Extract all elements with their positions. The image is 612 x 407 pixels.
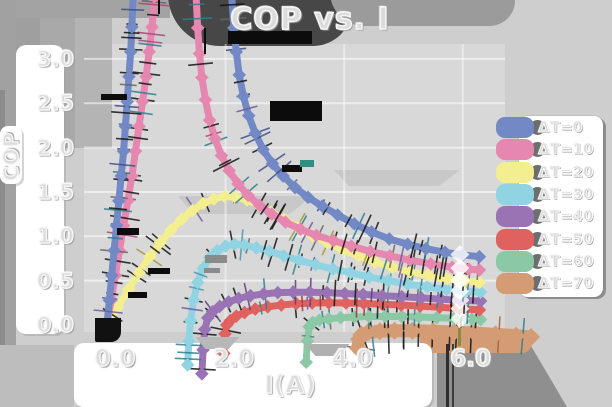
- glitch-artifact: [330, 0, 515, 26]
- legend-swatch: [496, 228, 534, 250]
- legend-entry: ΔT=60: [496, 250, 612, 273]
- legend-swatch: [496, 161, 534, 183]
- glitch-artifact: [204, 28, 206, 54]
- diamond-markers: [348, 321, 540, 358]
- glitch-artifact: [101, 94, 127, 100]
- legend-entry: ΔT=30: [496, 183, 612, 206]
- legend-swatch: [496, 273, 534, 295]
- chart-title: COP vs. I: [230, 1, 390, 37]
- glitch-artifact: [128, 292, 147, 298]
- x-tick-label: 2.0: [213, 345, 255, 372]
- glitch-artifact: [458, 328, 461, 346]
- glitch-artifact: [0, 0, 170, 18]
- series-ΔT=0: [93, 0, 487, 331]
- legend-label: ΔT=10: [537, 140, 594, 159]
- glitch-artifact: [205, 255, 227, 263]
- glitch-artifact: [446, 344, 449, 407]
- y-tick-label: 1.5: [36, 179, 75, 204]
- y-axis-title-pill: [0, 126, 22, 184]
- legend-label: ΔT=30: [537, 184, 594, 203]
- glitch-artifact: [334, 170, 460, 186]
- striations: [93, 0, 443, 323]
- glitch-artifact: [300, 160, 314, 167]
- legend-swatch: [496, 206, 534, 228]
- legend-swatch: [496, 250, 534, 272]
- legend-entry: ΔT=50: [496, 228, 612, 251]
- glitch-artifact: [270, 101, 322, 121]
- legend-label: ΔT=50: [537, 229, 594, 248]
- legend-label: ΔT=40: [537, 207, 594, 226]
- y-tick-label: 3.0: [36, 46, 75, 71]
- legend-label: ΔT=70: [537, 274, 594, 293]
- y-tick-label: 1.0: [36, 224, 75, 249]
- glitch-artifact: [95, 318, 121, 342]
- glitch-artifact: [195, 337, 240, 349]
- glitch-artifact: [148, 268, 170, 274]
- y-tick-label: 0.0: [36, 312, 75, 337]
- diamond-markers: [195, 285, 488, 381]
- glitch-artifact: [305, 344, 350, 356]
- x-tick-label: 4.0: [331, 345, 373, 372]
- x-tick-label: 0.0: [94, 345, 136, 372]
- legend-swatch: [496, 183, 534, 205]
- x-axis-label-pill: [74, 343, 432, 407]
- series-ΔT=60: [299, 303, 488, 370]
- legend-entry: ΔT=20: [496, 161, 612, 184]
- legend-entry: ΔT=10: [496, 139, 612, 161]
- y-tick-label: 0.5: [36, 268, 75, 293]
- glitch-artifact: [228, 31, 312, 44]
- legend-entry: ΔT=40: [496, 206, 612, 228]
- legend-entry: ΔT=0: [496, 117, 612, 139]
- legend-label: ΔT=60: [537, 251, 594, 270]
- glitch-artifact: [452, 344, 454, 407]
- y-tick-label: 2.0: [36, 135, 75, 160]
- x-axis-title: I(A): [264, 369, 317, 399]
- diamond-markers: [100, 0, 487, 331]
- series-ΔT=10: [100, 0, 487, 331]
- x-tick-label: 6.0: [450, 345, 492, 372]
- glitch-artifact: [204, 268, 220, 273]
- legend-swatch: [496, 117, 534, 138]
- legend-entry: ΔT=70: [496, 273, 612, 295]
- legend-label: ΔT=20: [537, 162, 594, 181]
- glitch-artifact: [158, 0, 160, 14]
- glitch-artifact: [0, 345, 74, 407]
- glitch-artifact: [282, 165, 302, 172]
- legend-label: ΔT=0: [538, 118, 584, 137]
- glitch-artifact: [117, 228, 139, 235]
- glitch-artifact: [0, 90, 5, 345]
- y-tick-label: 2.5: [36, 91, 75, 116]
- y-axis-label-pill: [16, 45, 64, 334]
- legend-swatch: [496, 139, 534, 161]
